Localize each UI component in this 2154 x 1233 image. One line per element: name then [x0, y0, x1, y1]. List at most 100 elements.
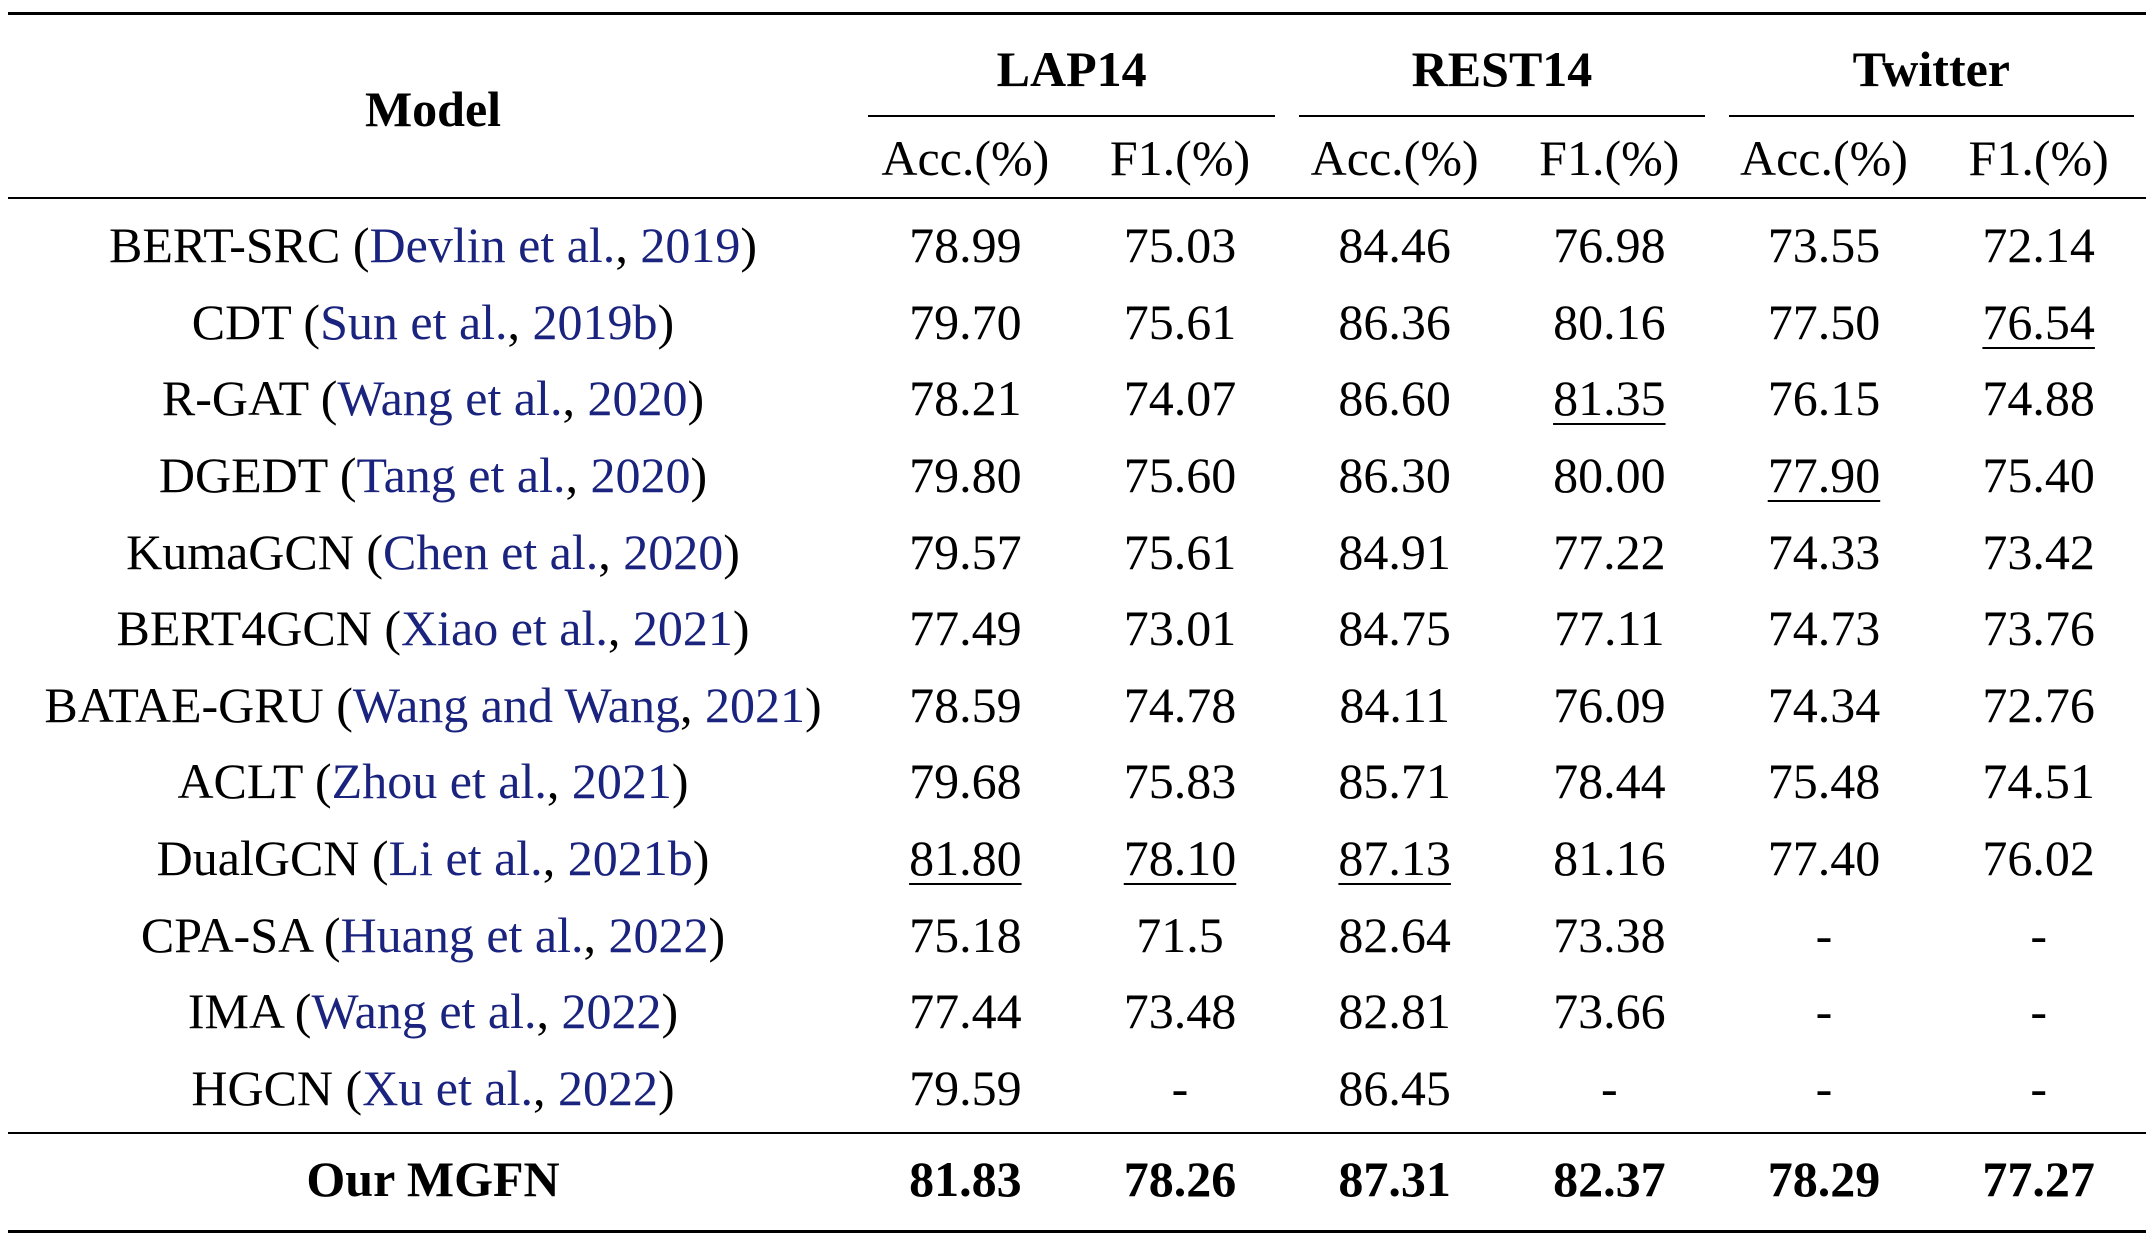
citation-authors-link[interactable]: Huang et al.	[340, 906, 584, 963]
citation-authors-link[interactable]: Zhou et al.	[331, 753, 547, 810]
value: 72.76	[1982, 676, 2095, 733]
second-best-value: 81.35	[1553, 370, 1666, 427]
value-cell: 77.44	[858, 973, 1073, 1050]
citation-year-link[interactable]: 2020	[623, 523, 724, 580]
value: 85.71	[1338, 753, 1451, 810]
citation-year-link[interactable]: 2019b	[532, 293, 658, 350]
value-cell: -	[1931, 896, 2146, 973]
value-cell: 77.40	[1717, 820, 1932, 897]
value-cell: 78.99	[858, 198, 1073, 284]
second-best-value: 81.80	[909, 830, 1022, 887]
citation-year-link[interactable]: 2020	[587, 370, 688, 427]
value-cell: 73.42	[1931, 513, 2146, 590]
model-cell: BERT4GCN (Xiao et al., 2021)	[116, 600, 750, 657]
citation-authors-link[interactable]: Wang and Wang	[352, 676, 680, 733]
citation-year-link[interactable]: 2022	[561, 983, 662, 1040]
value: 73.42	[1982, 523, 2095, 580]
value: 86.36	[1338, 293, 1451, 350]
model-name: BERT4GCN	[116, 600, 372, 657]
value-cell: 84.75	[1287, 590, 1502, 667]
value-cell: -	[1717, 973, 1932, 1050]
value-cell: 73.01	[1073, 590, 1288, 667]
value: 84.75	[1338, 600, 1451, 657]
citation-authors-link[interactable]: Tang et al.	[356, 447, 566, 504]
value: 73.66	[1553, 983, 1666, 1040]
citation-year-link[interactable]: 2019	[640, 217, 741, 274]
value: 76.15	[1767, 370, 1881, 427]
table-row: R-GAT (Wang et al., 2020) 78.21 74.07 86.60…	[8, 360, 2146, 437]
value: 79.80	[909, 447, 1022, 504]
citation-authors-link[interactable]: Wang et al.	[311, 983, 537, 1040]
value-cell: 84.91	[1287, 513, 1502, 590]
citation-year-link[interactable]: 2022	[608, 906, 709, 963]
model-name: CPA-SA	[140, 906, 312, 963]
value: 78.99	[909, 217, 1022, 274]
value-cell: 82.64	[1287, 896, 1502, 973]
value: 79.57	[909, 523, 1022, 580]
value-cell: 74.33	[1717, 513, 1932, 590]
value: 84.11	[1339, 676, 1450, 733]
model-cell: ACLT (Zhou et al., 2021)	[177, 753, 689, 810]
value-cell: 78.59	[858, 667, 1073, 744]
value: 78.21	[909, 370, 1022, 427]
citation-year-link[interactable]: 2020	[590, 447, 691, 504]
value-cell: 81.35	[1502, 360, 1717, 437]
value: 76.98	[1553, 217, 1666, 274]
value-cell: 74.88	[1931, 360, 2146, 437]
value: 84.46	[1338, 217, 1451, 274]
value: 84.91	[1338, 523, 1451, 580]
value-cell: 81.16	[1502, 820, 1717, 897]
value-cell: 73.66	[1502, 973, 1717, 1050]
citation-authors-link[interactable]: Xu et al.	[362, 1059, 533, 1116]
value-cell: 86.60	[1287, 360, 1502, 437]
model-name: BERT-SRC	[109, 217, 341, 274]
citation-year-link[interactable]: 2022	[557, 1059, 658, 1116]
value-cell: -	[1502, 1050, 1717, 1134]
value: 82.64	[1338, 906, 1451, 963]
citation-authors-link[interactable]: Li et al.	[388, 830, 543, 887]
value-cell: -	[1073, 1050, 1288, 1134]
model-name: R-GAT	[161, 370, 309, 427]
value: 86.30	[1338, 447, 1451, 504]
our-value-cell: 87.31	[1338, 1151, 1451, 1208]
our-model-name: Our MGFN	[306, 1151, 560, 1208]
citation-authors-link[interactable]: Sun et al.	[320, 293, 508, 350]
results-table: Model LAP14 REST14 Twitter Acc.(%) F1.(%…	[8, 12, 2146, 1233]
value-cell: 87.13	[1287, 820, 1502, 897]
citation-year-link[interactable]: 2021	[632, 600, 733, 657]
citation-year-link[interactable]: 2021b	[567, 830, 693, 887]
value: 79.70	[909, 293, 1022, 350]
value-cell: 75.48	[1717, 743, 1932, 820]
metric-header: F1.(%)	[1968, 130, 2109, 186]
value: 71.5	[1136, 906, 1224, 963]
metric-header: Acc.(%)	[1310, 130, 1479, 186]
table-row: ACLT (Zhou et al., 2021) 79.68 75.83 85.71 7…	[8, 743, 2146, 820]
our-value-cell: 82.37	[1553, 1151, 1666, 1208]
citation-year-link[interactable]: 2021	[704, 676, 805, 733]
value-cell: 79.57	[858, 513, 1073, 590]
value: 80.16	[1553, 293, 1666, 350]
value-cell: 74.34	[1717, 667, 1932, 744]
value: 75.83	[1123, 753, 1237, 810]
table-row: KumaGCN (Chen et al., 2020) 79.57 75.61 84.…	[8, 513, 2146, 590]
citation-authors-link[interactable]: Xiao et al.	[401, 600, 608, 657]
citation-authors-link[interactable]: Wang et al.	[337, 370, 563, 427]
model-cell: HGCN (Xu et al., 2022)	[191, 1059, 675, 1116]
value-cell: 77.22	[1502, 513, 1717, 590]
citation-authors-link[interactable]: Devlin et al.	[369, 217, 616, 274]
model-name: KumaGCN	[126, 523, 354, 580]
value-cell: 76.15	[1717, 360, 1932, 437]
our-value-cell: 81.83	[909, 1151, 1022, 1208]
citation-year-link[interactable]: 2021	[571, 753, 672, 810]
value: 75.18	[909, 906, 1022, 963]
value: -	[1815, 1059, 1833, 1116]
model-cell: BATAE-GRU (Wang and Wang, 2021)	[44, 676, 822, 733]
value-cell: 74.07	[1073, 360, 1288, 437]
model-name: ACLT	[177, 753, 303, 810]
model-name: CDT	[191, 293, 291, 350]
group-header-row: Model LAP14 REST14 Twitter	[8, 13, 2146, 137]
table-row: DualGCN (Li et al., 2021b) 81.80 78.10 87.1…	[8, 820, 2146, 897]
group-header-lap14: LAP14	[858, 14, 1287, 120]
citation-authors-link[interactable]: Chen et al.	[383, 523, 599, 580]
value-cell: 81.80	[858, 820, 1073, 897]
